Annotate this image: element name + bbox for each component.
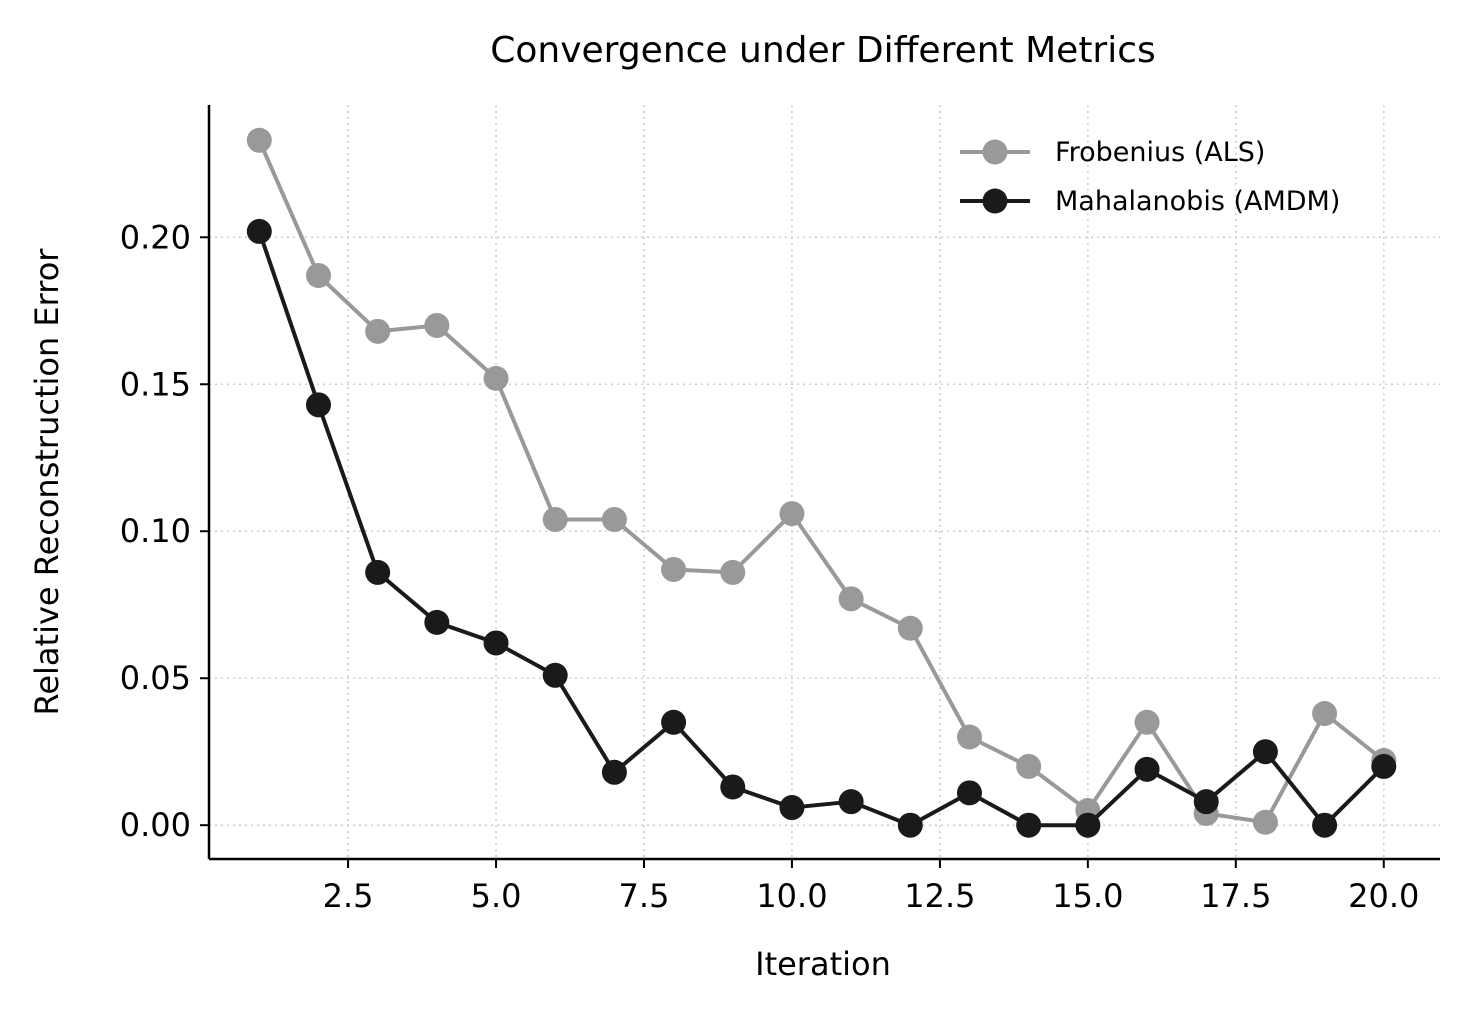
x-tick-label: 12.5: [904, 877, 975, 915]
data-point: [897, 615, 923, 641]
data-point: [838, 586, 864, 612]
legend: Frobenius (ALS) Mahalanobis (AMDM): [960, 137, 1340, 217]
legend-item: Mahalanobis (AMDM): [960, 186, 1340, 217]
data-point: [1193, 789, 1219, 815]
grid-lines: [209, 105, 1440, 859]
data-point: [1134, 709, 1160, 735]
x-tick-label: 2.5: [323, 877, 374, 915]
data-point: [1371, 753, 1397, 779]
legend-marker: [982, 188, 1008, 214]
x-tick-label: 20.0: [1348, 877, 1419, 915]
data-point: [1252, 809, 1278, 835]
data-point: [246, 127, 272, 153]
data-point: [661, 709, 687, 735]
data-point: [305, 392, 331, 418]
series-2: [246, 218, 1397, 838]
data-point: [424, 609, 450, 635]
data-point: [1312, 700, 1338, 726]
data-point: [661, 556, 687, 582]
data-point: [365, 318, 391, 344]
data-point: [897, 812, 923, 838]
legend-label: Mahalanobis (AMDM): [1055, 186, 1340, 217]
data-point: [424, 312, 450, 338]
data-point: [1134, 756, 1160, 782]
data-point: [1252, 739, 1278, 765]
x-tick-label: 5.0: [471, 877, 522, 915]
legend-item: Frobenius (ALS): [960, 137, 1265, 168]
data-point: [779, 501, 805, 527]
y-tick-label: 0.05: [120, 659, 191, 697]
data-point: [956, 724, 982, 750]
x-tick-label: 10.0: [756, 877, 827, 915]
x-tick-label: 17.5: [1200, 877, 1271, 915]
data-point: [305, 262, 331, 288]
legend-marker: [982, 139, 1008, 165]
data-point: [720, 774, 746, 800]
y-tick-label: 0.15: [120, 365, 191, 403]
legend-label: Frobenius (ALS): [1055, 137, 1265, 168]
tick-layer: 2.5 5.0 7.5 10.0 12.5 15.0 17.5 20.0 0.00 0.05 0.1…: [120, 218, 1420, 915]
series-layer: [246, 127, 1397, 838]
data-point: [365, 559, 391, 585]
data-point: [838, 789, 864, 815]
x-axis-title: Iteration: [755, 945, 891, 983]
x-tick-label: 15.0: [1052, 877, 1123, 915]
data-point: [779, 795, 805, 821]
y-tick-label: 0.20: [120, 218, 191, 256]
y-tick-label: 0.00: [120, 806, 191, 844]
data-point: [483, 630, 509, 656]
data-point: [601, 506, 627, 532]
data-point: [1016, 812, 1042, 838]
data-point: [956, 780, 982, 806]
data-point: [1016, 753, 1042, 779]
chart-title: Convergence under Different Metrics: [490, 30, 1156, 71]
data-point: [1312, 812, 1338, 838]
y-axis-title: Relative Reconstruction Error: [28, 248, 66, 716]
data-point: [1075, 812, 1101, 838]
data-point: [483, 365, 509, 391]
data-point: [542, 506, 568, 532]
data-point: [720, 559, 746, 585]
data-point: [246, 218, 272, 244]
y-tick-label: 0.10: [120, 512, 191, 550]
data-point: [601, 759, 627, 785]
data-point: [542, 662, 568, 688]
x-tick-label: 7.5: [619, 877, 670, 915]
